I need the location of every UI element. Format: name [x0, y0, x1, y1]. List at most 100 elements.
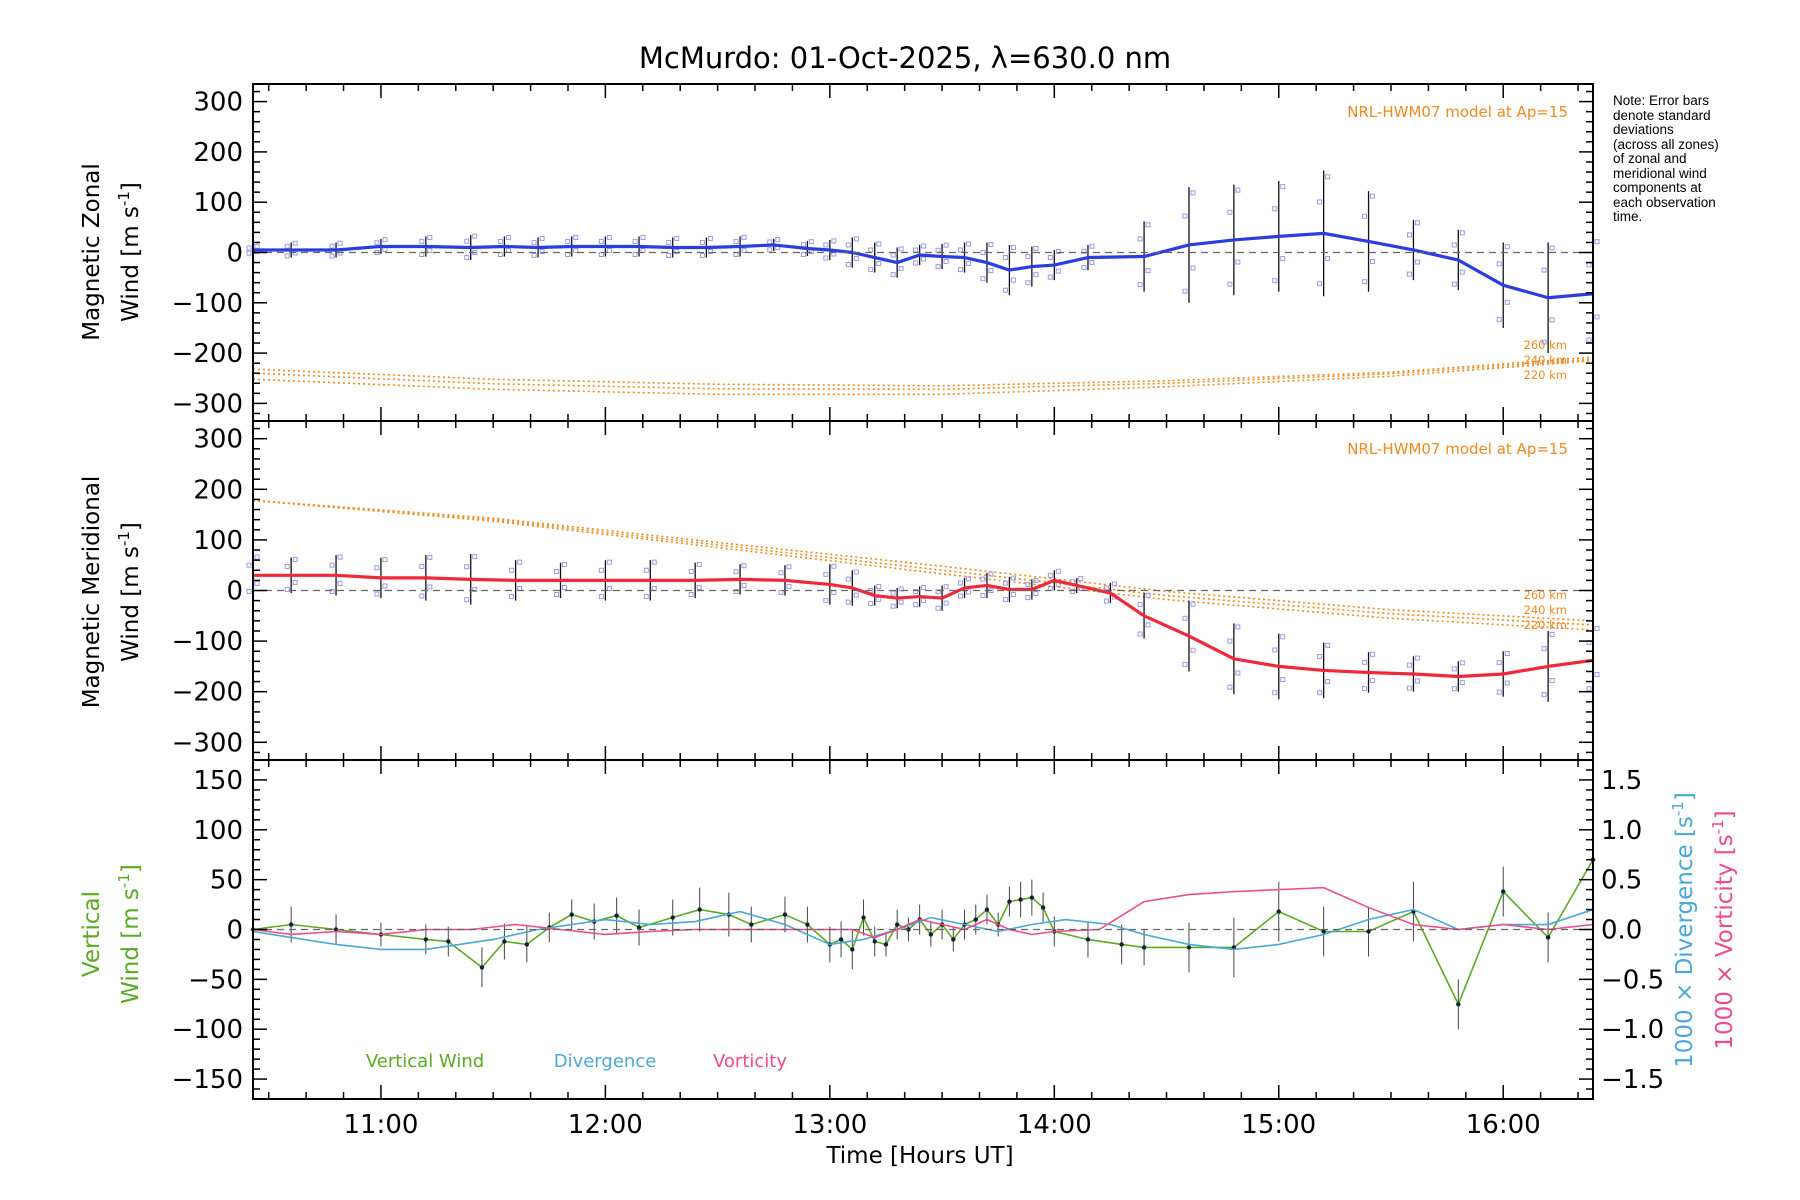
zone-marker: [823, 242, 829, 248]
zone-marker: [419, 252, 425, 258]
zone-marker: [382, 246, 388, 252]
zone-marker: [1033, 245, 1039, 251]
model-label: NRL-HWM07 model at Ap=15: [1347, 103, 1568, 121]
zone-marker: [966, 241, 972, 247]
zone-marker: [935, 247, 941, 253]
vertical-point: [1029, 895, 1035, 900]
zone-marker: [1182, 213, 1188, 219]
zone-marker: [565, 252, 571, 258]
zone-marker: [254, 580, 260, 586]
zone-marker: [1033, 591, 1039, 597]
zone-marker: [1594, 239, 1600, 245]
y-tick-label: −100: [172, 1015, 243, 1045]
zone-marker: [823, 255, 829, 261]
zone-marker: [808, 239, 814, 245]
vertical-point: [1366, 929, 1371, 934]
zone-marker: [246, 562, 252, 568]
zone-marker: [868, 601, 874, 607]
error-bar-note: Note: Error bars denote standard deviati…: [1613, 93, 1788, 225]
zone-marker: [733, 589, 739, 595]
zone-marker: [254, 554, 260, 560]
zone-marker: [1280, 184, 1286, 190]
zone-marker: [1549, 317, 1555, 323]
zone-marker: [958, 593, 964, 599]
zone-marker: [497, 252, 503, 258]
y-tick-label: 150: [193, 766, 243, 796]
vertical-point: [446, 939, 451, 944]
x-tick-label: 14:00: [1017, 1110, 1092, 1140]
zone-marker: [853, 256, 859, 262]
zone-marker: [598, 238, 604, 244]
vertical-point: [614, 913, 619, 918]
zone-marker: [913, 247, 919, 253]
zone-marker: [1190, 190, 1196, 196]
zone-marker: [1541, 646, 1547, 652]
zone-marker: [707, 248, 713, 254]
zone-marker: [767, 239, 773, 245]
zone-marker: [497, 238, 503, 244]
zone-marker: [921, 584, 927, 590]
zone-marker: [632, 238, 638, 244]
y-tick-label: 0: [226, 916, 243, 946]
zone-marker: [898, 246, 904, 252]
zone-marker: [1002, 580, 1008, 586]
vertical-point: [1040, 905, 1046, 910]
vertical-point: [1186, 945, 1192, 950]
vertical-point: [861, 915, 866, 920]
zone-marker: [1541, 267, 1547, 273]
zone-marker: [509, 594, 515, 600]
model-label: NRL-HWM07 model at Ap=15: [1347, 440, 1568, 458]
vertical-point: [872, 939, 877, 944]
zone-marker: [913, 589, 919, 595]
zone-marker: [651, 559, 657, 565]
y-tick-label: −150: [172, 1065, 243, 1095]
zone-marker: [707, 235, 713, 241]
zone-marker: [1459, 230, 1465, 236]
zone-marker: [733, 569, 739, 575]
zone-marker: [1145, 222, 1151, 228]
zone-marker: [688, 592, 694, 598]
zonal-ylabel-line2: Wind [m s-1]: [115, 182, 144, 322]
zone-marker: [1362, 213, 1368, 219]
y-tick-label: −200: [172, 678, 243, 708]
zone-marker: [988, 571, 994, 577]
zone-marker: [943, 259, 949, 265]
zone-marker: [913, 602, 919, 608]
y2-tick-label: 0.5: [1601, 866, 1642, 896]
zone-marker: [1111, 581, 1117, 587]
zone-marker: [539, 235, 545, 241]
zone-marker: [988, 268, 994, 274]
zone-marker: [890, 603, 896, 609]
y-tick-label: −100: [172, 627, 243, 657]
zone-marker: [517, 585, 523, 591]
zone-marker: [531, 253, 537, 259]
vertical-point: [479, 965, 485, 970]
vertical-point: [1119, 942, 1124, 947]
zone-marker: [831, 563, 837, 569]
zone-marker: [505, 247, 511, 253]
y-tick-label: −200: [172, 339, 243, 369]
zone-marker: [1010, 277, 1016, 283]
y-tick-label: 100: [193, 188, 243, 218]
vertical-point: [1007, 899, 1012, 904]
zone-marker: [606, 585, 612, 591]
zone-marker: [464, 255, 470, 261]
zone-marker: [1370, 678, 1376, 684]
mean-wind-line: [253, 231, 1594, 300]
zone-marker: [1235, 670, 1241, 676]
zone-marker: [898, 266, 904, 272]
zone-marker: [958, 267, 964, 273]
zone-marker: [1089, 260, 1095, 266]
zone-marker: [640, 247, 646, 253]
y2-tick-label: −1.5: [1601, 1065, 1664, 1095]
zone-marker: [921, 598, 927, 604]
zone-marker: [890, 590, 896, 596]
zone-marker: [374, 240, 380, 246]
model-curve-240-km: [252, 499, 1594, 626]
vertical-point: [850, 947, 855, 952]
zone-marker: [1033, 272, 1039, 278]
zone-marker: [699, 253, 705, 259]
y-tick-label: 300: [193, 425, 243, 455]
note-line: deviations: [1613, 122, 1674, 137]
